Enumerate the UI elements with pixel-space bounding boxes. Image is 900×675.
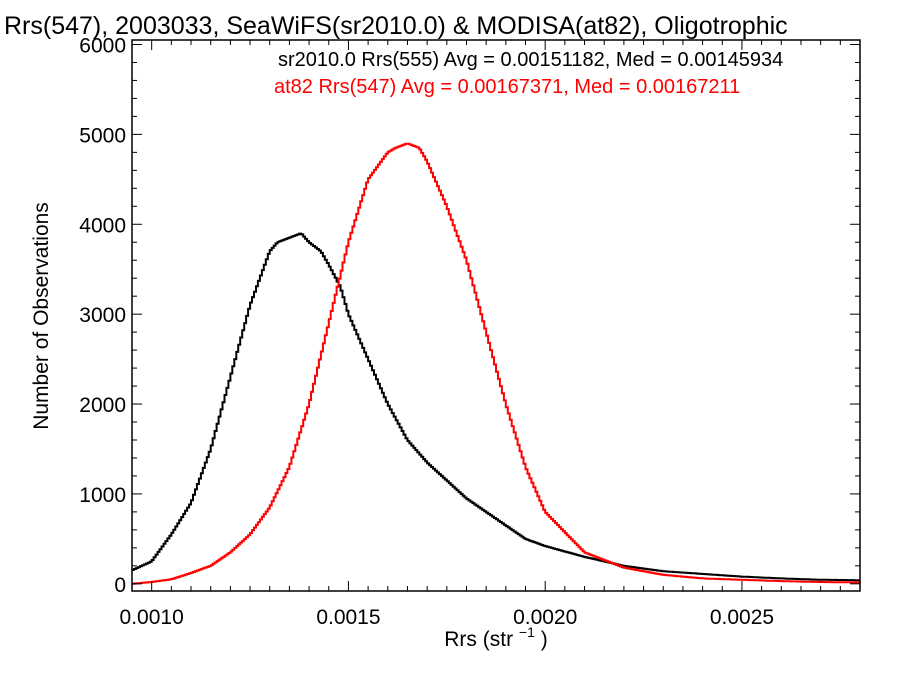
x-axis-label-text: Rrs (str — [444, 628, 513, 651]
y-tick-label: 3000 — [79, 304, 126, 327]
y-tick-label: 4000 — [79, 214, 126, 237]
x-tick-label: 0.0010 — [120, 606, 184, 629]
plot-frame — [131, 39, 861, 592]
x-tick-label: 0.0020 — [513, 606, 577, 629]
x-tick-label: 0.0025 — [710, 606, 774, 629]
y-tick-label: 2000 — [79, 394, 126, 417]
y-tick-label: 1000 — [79, 484, 126, 507]
y-tick-label: 0 — [114, 574, 126, 597]
x-axis-label-close: ) — [541, 628, 548, 651]
series-0-histogram — [132, 232, 860, 582]
annotation-series-1: at82 Rrs(547) Avg = 0.00167371, Med = 0.… — [274, 76, 740, 98]
chart-title: Rrs(547), 2003033, SeaWiFS(sr2010.0) & M… — [4, 12, 788, 40]
x-axis-label-superscript: −1 — [519, 624, 535, 640]
y-axis-label: Number of Observations — [30, 202, 53, 430]
x-tick-label: 0.0015 — [316, 606, 380, 629]
y-axis-ticks: 0 1000 2000 3000 4000 5000 6000 — [79, 34, 860, 597]
annotation-series-0: sr2010.0 Rrs(555) Avg = 0.00151182, Med … — [278, 49, 783, 71]
x-axis-ticks: 0.0010 0.0015 0.0020 0.0025 — [120, 40, 861, 629]
series-group — [132, 142, 861, 585]
y-tick-label: 6000 — [79, 34, 126, 57]
series-1-histogram — [132, 142, 861, 585]
x-axis-label: Rrs (str −1 ) — [444, 619, 547, 651]
y-tick-label: 5000 — [79, 124, 126, 147]
